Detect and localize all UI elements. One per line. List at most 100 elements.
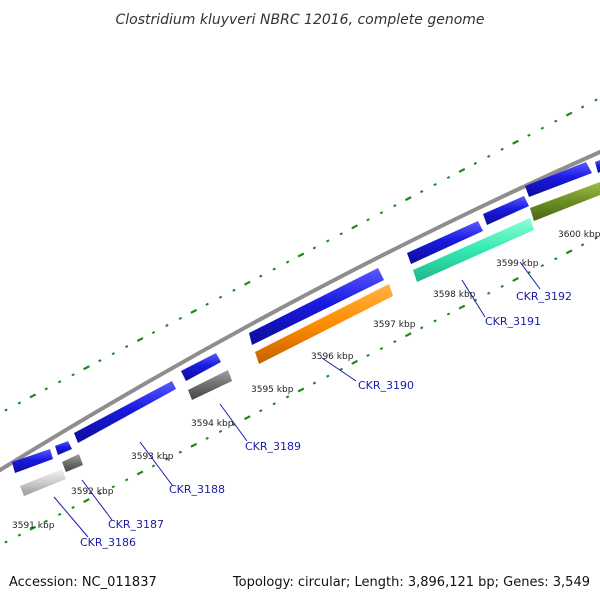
cds-forward-track (12, 160, 600, 473)
tick-dot (285, 260, 290, 264)
tick-dot (178, 450, 183, 454)
tick-dot (259, 409, 263, 413)
tick-dot (580, 105, 585, 109)
tick-dot (111, 485, 115, 489)
gene-label[interactable]: CKR_3191 (485, 315, 541, 328)
gene-label[interactable]: CKR_3192 (516, 290, 572, 303)
tick-dot (259, 274, 263, 278)
tick-dot (419, 190, 424, 194)
tick-dot (165, 457, 169, 461)
gene-block-orange (255, 284, 393, 364)
gene-arrow (181, 353, 221, 381)
gene-block-gray (188, 370, 232, 400)
gene-leader-line (53, 496, 89, 538)
tick-dot (312, 246, 317, 250)
tick-dot (326, 239, 330, 243)
coordinate-tick-labels: 3591 kbp 3592 kbp 3593 kbp 3594 kbp 3595 kbp… (12, 230, 600, 531)
tick-dot (500, 284, 504, 288)
tick-dot (326, 374, 330, 378)
tick-dot (297, 252, 305, 258)
tick-dot (297, 387, 305, 393)
tick-dot (594, 98, 598, 102)
genome-backbone (0, 150, 600, 472)
tick-dot (178, 316, 183, 320)
gene-label[interactable]: CKR_3189 (245, 440, 301, 453)
tick-dot (500, 147, 504, 151)
gene-arrow (595, 160, 600, 173)
tick-dot (312, 381, 317, 385)
gene-label[interactable]: CKR_3186 (80, 536, 136, 549)
gene-leader-line (461, 279, 486, 318)
tick-dot (29, 393, 37, 399)
tick-dot (351, 224, 358, 230)
tick-dot (473, 161, 478, 165)
tick-dot (419, 326, 424, 330)
tick-label: 3594 kbp (191, 419, 234, 429)
tick-dot (272, 267, 276, 271)
gene-block-teal (413, 218, 534, 282)
tick-dot (44, 387, 48, 391)
tick-dot (17, 533, 22, 537)
tick-dot (512, 277, 519, 282)
tick-dot (57, 512, 62, 516)
tick-dot (458, 304, 466, 310)
tick-dot (165, 323, 169, 327)
gene-leader-line (81, 479, 113, 521)
tick-dot (527, 133, 531, 137)
tick-dot (339, 232, 343, 236)
tick-dot (151, 330, 156, 335)
tick-dot (565, 111, 573, 117)
outer-tick-dots (4, 98, 598, 412)
gene-label[interactable]: CKR_3190 (358, 379, 414, 392)
tick-dot (487, 291, 491, 295)
tick-label: 3598 kbp (433, 290, 476, 300)
tick-dot (190, 442, 198, 448)
tick-dot (446, 175, 451, 180)
tick-dot (4, 540, 8, 544)
tick-dot (218, 295, 223, 299)
gene-labels: CKR_3186 CKR_3187 CKR_3188 CKR_3189 CKR_3190… (80, 290, 572, 549)
accession-label: Accession: NC_011837 (9, 575, 157, 590)
tick-dot (29, 525, 37, 531)
tick-dot (512, 139, 519, 145)
tick-dot (393, 204, 397, 208)
map-title: Clostridium kluyveri NBRC 12016, complet… (115, 12, 484, 28)
tick-dot (393, 340, 397, 344)
tick-dot (4, 408, 8, 412)
tick-dot (351, 359, 358, 365)
gene-arrow (249, 268, 384, 345)
tick-dot (71, 373, 75, 377)
tick-dot (540, 264, 545, 268)
gene-arrow (74, 381, 176, 443)
tick-dot (580, 243, 585, 247)
tick-label: 3597 kbp (373, 320, 416, 330)
tick-dot (57, 380, 62, 384)
tick-label: 3593 kbp (131, 452, 174, 462)
gene-leader-line (519, 261, 541, 290)
genome-summary-label: Topology: circular; Length: 3,896,121 bp… (232, 575, 590, 590)
tick-dot (124, 345, 129, 349)
tick-dot (71, 505, 75, 509)
gene-arrow (12, 449, 53, 473)
gene-block-light (20, 469, 66, 496)
tick-dot (190, 308, 198, 314)
tick-dot (17, 401, 22, 405)
tick-dot (232, 288, 236, 292)
tick-dot (124, 478, 129, 482)
tick-dot (136, 337, 144, 343)
gene-leader-lines (53, 261, 541, 538)
gene-label[interactable]: CKR_3188 (169, 483, 225, 496)
tick-dot (458, 167, 466, 173)
gene-label[interactable]: CKR_3187 (108, 518, 164, 531)
gene-leader-line (321, 357, 357, 382)
tick-dot (565, 249, 573, 255)
gene-arrow (55, 441, 72, 455)
tick-dot (98, 492, 102, 496)
tick-dot (554, 257, 558, 261)
tick-dot (205, 436, 209, 440)
tick-dot (540, 126, 545, 130)
tick-dot (339, 367, 343, 371)
tick-dot (404, 196, 412, 202)
tick-dot (285, 395, 290, 399)
